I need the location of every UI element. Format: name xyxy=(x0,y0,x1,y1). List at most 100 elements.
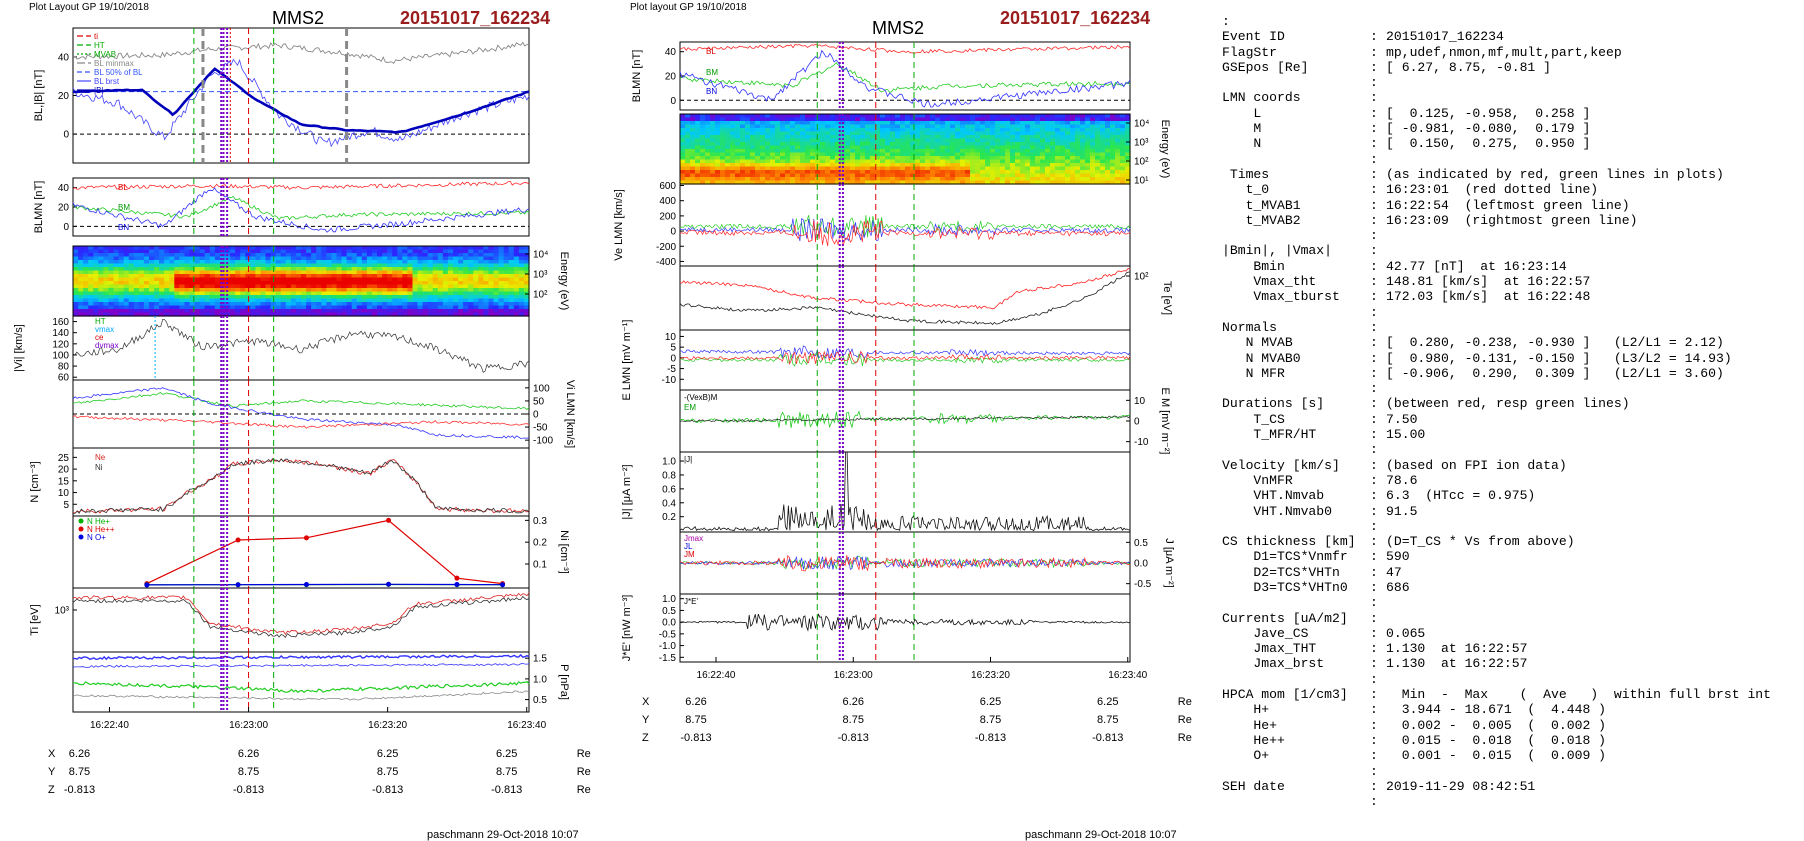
spectrogram-cell xyxy=(493,249,500,254)
spectrogram-cell xyxy=(240,249,246,254)
spectrogram-cell xyxy=(880,152,886,157)
spectrogram-cell xyxy=(230,246,236,251)
spectrogram-cell xyxy=(488,249,495,254)
spectrogram-cell xyxy=(397,249,403,254)
spectrogram-cell xyxy=(209,312,216,317)
info-row: : xyxy=(1222,14,1230,29)
spectrogram-cell xyxy=(407,281,414,286)
spectrogram-cell xyxy=(1010,163,1016,168)
legend-label: HT xyxy=(95,317,106,326)
spectrogram-cell xyxy=(235,302,241,307)
spectrogram-cell xyxy=(179,284,186,289)
spectrogram-cell xyxy=(453,305,459,310)
spectrogram-cell xyxy=(402,288,408,293)
spectrogram-cell xyxy=(432,281,439,286)
spectrogram-cell xyxy=(835,152,841,157)
spectrogram-cell xyxy=(184,270,191,275)
spectrogram-cell xyxy=(169,253,175,258)
spectrogram-cell xyxy=(795,114,801,119)
spectrogram-cell xyxy=(285,263,292,268)
spectrogram-cell xyxy=(730,142,736,147)
spectrogram-cell xyxy=(725,138,731,143)
spectrogram-cell xyxy=(189,312,196,317)
spectrogram-cell xyxy=(523,274,530,279)
spectrogram-cell xyxy=(93,270,99,275)
spectrogram-cell xyxy=(154,274,160,279)
spectrogram-cell xyxy=(219,291,226,296)
spectrogram-cell xyxy=(725,170,731,175)
spectrogram-cell xyxy=(705,156,711,161)
spectrogram-cell xyxy=(715,135,721,140)
spectrogram-cell xyxy=(295,260,302,265)
spectrogram-cell xyxy=(925,156,931,161)
spectrogram-cell xyxy=(382,256,388,261)
spectrogram-cell xyxy=(805,149,811,154)
spectrogram-cell xyxy=(1050,124,1056,129)
spectrogram-cell xyxy=(98,263,104,268)
spectrogram-cell xyxy=(311,288,317,293)
spectrogram-cell xyxy=(128,246,135,251)
spectrogram-cell xyxy=(250,256,256,261)
spectrogram-cell xyxy=(990,177,996,182)
spectrogram-cell xyxy=(209,284,216,289)
spectrogram-cell xyxy=(417,253,424,258)
spectrogram-cell xyxy=(855,117,861,122)
spectrogram-cell xyxy=(1000,117,1006,122)
spectrogram-cell xyxy=(770,121,776,126)
spectrogram-cell xyxy=(493,305,500,310)
spectrogram-cell xyxy=(770,131,776,136)
spectrogram-cell xyxy=(965,124,971,129)
spectrogram-cell xyxy=(235,281,241,286)
spectrogram-cell xyxy=(925,170,931,175)
spectrogram-cell xyxy=(204,302,211,307)
spectrogram-cell xyxy=(1115,114,1121,119)
spectrogram-cell xyxy=(885,177,891,182)
spectrogram-cell xyxy=(1055,128,1061,133)
spectrogram-cell xyxy=(458,288,464,293)
spectrogram-cell xyxy=(795,124,801,129)
info-label: LMN coords xyxy=(1222,90,1301,106)
spectrogram-cell xyxy=(1025,149,1031,154)
spectrogram-cell xyxy=(1050,142,1056,147)
spectrogram-cell xyxy=(285,249,292,254)
spectrogram-cell xyxy=(890,177,896,182)
spectrogram-cell xyxy=(83,274,89,279)
spectrogram-cell xyxy=(1010,166,1016,171)
spectrogram-cell xyxy=(960,138,966,143)
spectrogram-cell xyxy=(83,305,89,310)
spectrogram-cell xyxy=(128,312,135,317)
spectrogram-cell xyxy=(820,177,826,182)
spectrogram-cell xyxy=(1085,135,1091,140)
spectrogram-cell xyxy=(387,274,393,279)
spectrogram-cell xyxy=(387,309,393,314)
spectrogram-cell xyxy=(230,274,236,279)
spectrogram-cell xyxy=(118,291,125,296)
info-label: t_0 xyxy=(1222,182,1270,198)
info-row: M:[ -0.981, -0.080, 0.179 ] xyxy=(1222,121,1771,136)
spectrogram-cell xyxy=(73,291,79,296)
info-row: Jmax_brst:1.130 at 16:22:57 xyxy=(1222,656,1771,671)
info-value: mp,udef,nmon,mf,mult,part,keep xyxy=(1386,44,1622,60)
spectrogram-cell xyxy=(875,121,881,126)
spectrogram-cell xyxy=(1085,145,1091,150)
spectrogram-cell xyxy=(503,256,510,261)
spectrogram-cell xyxy=(164,312,170,317)
spectrogram-cell xyxy=(1085,163,1091,168)
spectrogram-cell xyxy=(280,302,287,307)
spectrogram-cell xyxy=(463,277,469,282)
spectrogram-cell xyxy=(1125,166,1131,171)
spectrogram-cell xyxy=(508,267,515,272)
y-tick-label: 0 xyxy=(670,353,676,364)
spectrogram-cell xyxy=(985,128,991,133)
spectrogram-cell xyxy=(387,270,393,275)
spectrogram-cell xyxy=(98,305,104,310)
spectrogram-cell xyxy=(255,253,262,258)
spectrogram-cell xyxy=(1045,121,1051,126)
spectrogram-cell xyxy=(860,156,866,161)
spectrogram-cell xyxy=(745,114,751,119)
spectrogram-cell xyxy=(311,277,317,282)
spectrogram-cell xyxy=(685,170,691,175)
spectrogram-cell xyxy=(184,312,191,317)
spectrogram-cell xyxy=(128,256,135,261)
spectrogram-cell xyxy=(356,249,363,254)
